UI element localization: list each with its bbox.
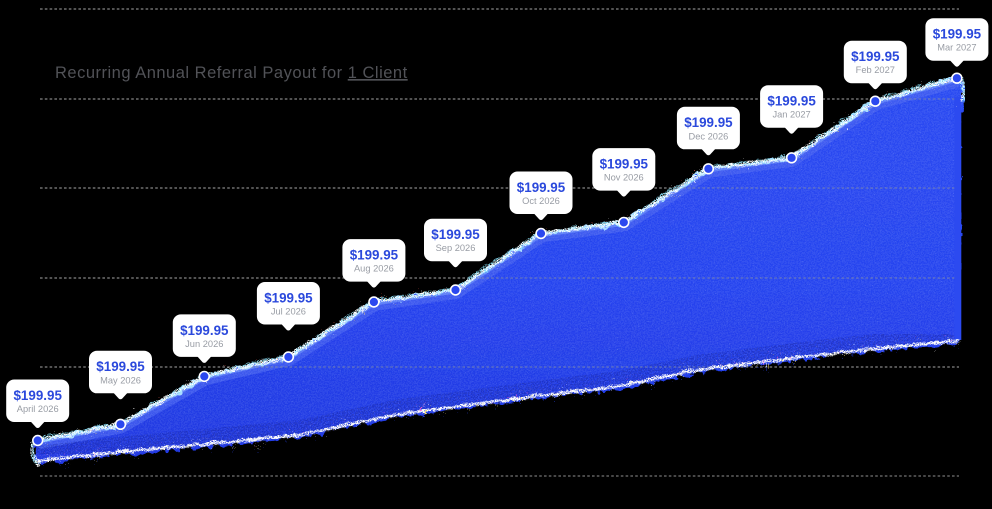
svg-text:$199.95: $199.95 [13,388,62,403]
svg-text:Jan 2027: Jan 2027 [772,110,810,120]
svg-text:Oct 2026: Oct 2026 [522,196,560,206]
svg-text:May 2026: May 2026 [100,375,141,385]
svg-text:Jun 2026: Jun 2026 [185,339,223,349]
svg-text:Dec 2026: Dec 2026 [688,131,728,141]
svg-text:$199.95: $199.95 [600,157,649,172]
svg-text:April 2026: April 2026 [17,404,59,414]
svg-text:Aug 2026: Aug 2026 [354,264,394,274]
svg-text:Feb 2027: Feb 2027 [856,65,895,75]
svg-text:$199.95: $199.95 [431,227,480,242]
svg-text:Sep 2026: Sep 2026 [436,243,476,253]
svg-text:$199.95: $199.95 [350,248,399,263]
svg-text:Jul 2026: Jul 2026 [271,307,306,317]
svg-text:Recurring Annual Referral Payo: Recurring Annual Referral Payout for 1 C… [55,64,408,82]
svg-text:$199.95: $199.95 [96,359,145,374]
svg-text:$199.95: $199.95 [264,290,313,305]
svg-text:$199.95: $199.95 [180,323,229,338]
svg-text:$199.95: $199.95 [684,115,733,130]
svg-text:$199.95: $199.95 [933,27,982,42]
svg-text:$199.95: $199.95 [767,94,816,109]
svg-text:Nov 2026: Nov 2026 [604,173,644,183]
svg-text:Mar 2027: Mar 2027 [937,43,976,53]
svg-text:$199.95: $199.95 [851,49,900,64]
svg-text:$199.95: $199.95 [517,180,566,195]
